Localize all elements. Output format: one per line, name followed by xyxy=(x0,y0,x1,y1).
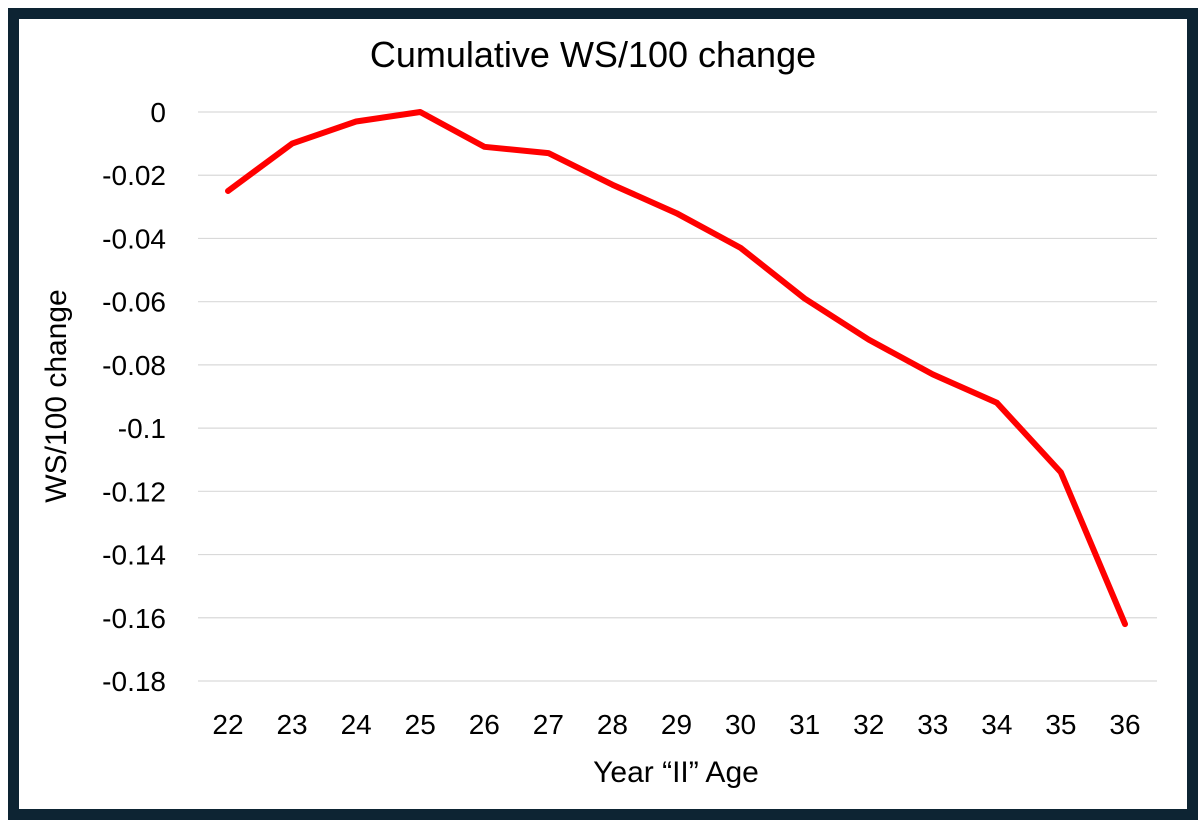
y-tick-label: -0.18 xyxy=(102,666,166,697)
x-tick-label: 31 xyxy=(789,709,820,740)
x-axis-label: Year “II” Age xyxy=(593,756,759,789)
x-tick-label: 30 xyxy=(725,709,756,740)
x-tick-label: 26 xyxy=(469,709,500,740)
x-axis-ticks: 22 23 24 25 26 27 28 29 30 31 32 33 34 35 36 xyxy=(212,709,1140,740)
y-tick-label: -0.12 xyxy=(102,476,166,507)
x-tick-label: 27 xyxy=(533,709,564,740)
x-tick-label: 24 xyxy=(341,709,372,740)
y-tick-label: -0.14 xyxy=(102,540,166,571)
y-tick-label: -0.02 xyxy=(102,160,166,191)
series-group xyxy=(225,109,1128,628)
gridlines xyxy=(198,111,1157,682)
y-tick-label: -0.04 xyxy=(102,223,166,254)
y-tick-label: -0.1 xyxy=(118,413,166,444)
x-tick-label: 36 xyxy=(1109,709,1140,740)
series-line xyxy=(225,109,1128,628)
x-tick-label: 23 xyxy=(276,709,307,740)
y-tick-label: -0.06 xyxy=(102,287,166,318)
y-tick-label: -0.16 xyxy=(102,603,166,634)
x-tick-label: 25 xyxy=(405,709,436,740)
x-tick-label: 33 xyxy=(917,709,948,740)
chart-title: Cumulative WS/100 change xyxy=(370,34,816,75)
y-axis-label: WS/100 change xyxy=(40,289,73,502)
y-tick-label: 0 xyxy=(150,97,166,128)
y-tick-label: -0.08 xyxy=(102,350,166,381)
x-tick-label: 28 xyxy=(597,709,628,740)
y-axis-ticks: 0 -0.02 -0.04 -0.06 -0.08 -0.1 -0.12 -0.14 -0.16… xyxy=(102,97,166,697)
x-tick-label: 35 xyxy=(1045,709,1076,740)
x-tick-label: 22 xyxy=(212,709,243,740)
x-tick-label: 29 xyxy=(661,709,692,740)
x-tick-label: 32 xyxy=(853,709,884,740)
x-tick-label: 34 xyxy=(981,709,1012,740)
chart-frame xyxy=(8,8,1198,820)
